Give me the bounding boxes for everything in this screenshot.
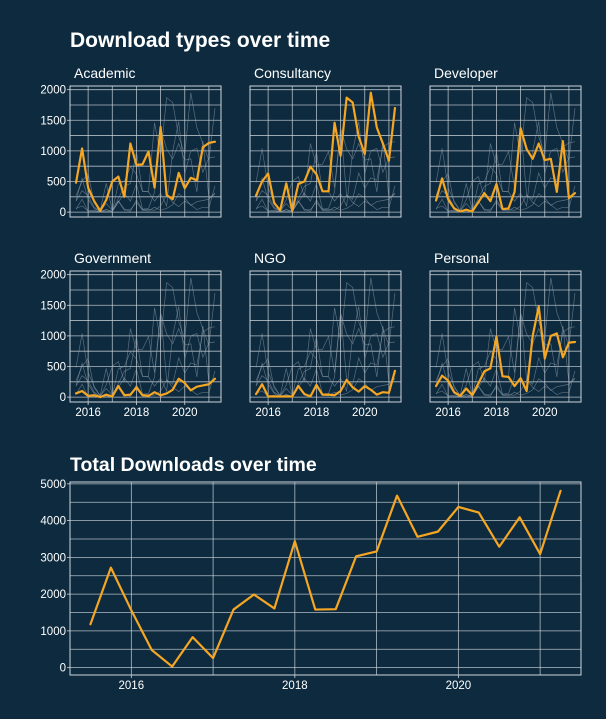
facet-panel-ngo: 2016 2018 2020 bbox=[249, 270, 402, 419]
y-tick-label: 1500 bbox=[40, 115, 66, 127]
facet-panel-personal: 2016 2018 2020 bbox=[429, 270, 582, 419]
context-line-ngo bbox=[75, 185, 216, 212]
context-line-consultancy bbox=[435, 92, 576, 212]
facet-panel-academic: 0 500 1000 1500 2000 bbox=[40, 85, 222, 219]
total-chart-title: Total Downloads over time bbox=[70, 454, 317, 476]
facet-label-consultancy: Consultancy bbox=[254, 65, 331, 81]
y-tick-label: 1500 bbox=[40, 300, 66, 312]
facet-panel-consultancy bbox=[249, 85, 402, 218]
y-tick-label: 5000 bbox=[40, 479, 66, 491]
context-line-academic bbox=[75, 311, 216, 397]
context-line-consultancy bbox=[255, 277, 396, 397]
series-line-ngo bbox=[254, 369, 397, 398]
series-line-personal bbox=[434, 305, 577, 397]
y-tick-label: 1000 bbox=[40, 146, 66, 158]
total-panel: 0 1000 2000 3000 4000 5000 2016 2018 2020 bbox=[40, 479, 582, 692]
y-tick-label: 4000 bbox=[40, 516, 66, 528]
facet-panels: Academic 0 500 1000 1500 2000 Consultancy Devel… bbox=[40, 65, 582, 419]
x-tick-label: 2020 bbox=[446, 680, 472, 692]
facet-panel-developer bbox=[429, 85, 582, 218]
context-line-academic bbox=[435, 311, 576, 397]
facet-label-academic: Academic bbox=[74, 65, 135, 81]
y-tick-label: 0 bbox=[60, 663, 66, 675]
panel-border bbox=[69, 270, 222, 403]
context-line-consultancy bbox=[75, 92, 216, 212]
x-tick-label: 2018 bbox=[282, 680, 308, 692]
x-tick-label: 2016 bbox=[255, 407, 281, 419]
panel-border bbox=[69, 85, 222, 218]
panel-border bbox=[249, 85, 402, 218]
y-tick-label: 0 bbox=[60, 207, 66, 219]
y-tick-label: 2000 bbox=[40, 589, 66, 601]
context-line-ngo bbox=[255, 185, 396, 212]
context-line-personal bbox=[255, 306, 395, 397]
total-downloads-chart: 0 1000 2000 3000 4000 5000 2016 2018 2020 bbox=[40, 479, 582, 692]
context-line-academic bbox=[255, 126, 396, 212]
panel-border bbox=[429, 85, 582, 218]
context-line-consultancy bbox=[435, 277, 576, 397]
facet-label-government: Government bbox=[74, 250, 151, 266]
panel-border bbox=[69, 481, 582, 676]
context-line-developer bbox=[255, 128, 396, 212]
x-tick-label: 2020 bbox=[352, 407, 378, 419]
series-line-government bbox=[74, 377, 217, 399]
x-tick-label: 2018 bbox=[304, 407, 330, 419]
panel-border bbox=[249, 270, 402, 403]
y-tick-label: 500 bbox=[47, 361, 66, 373]
context-line-developer bbox=[75, 313, 216, 397]
y-tick-label: 1000 bbox=[40, 331, 66, 343]
facet-chart-title: Download types over time bbox=[70, 29, 330, 52]
y-tick-label: 1000 bbox=[40, 626, 66, 638]
context-line-consultancy bbox=[75, 277, 216, 397]
x-tick-label: 2018 bbox=[484, 407, 510, 419]
y-tick-label: 500 bbox=[47, 176, 66, 188]
series-line-developer bbox=[434, 127, 577, 213]
y-tick-label: 0 bbox=[60, 392, 66, 404]
context-line-ngo bbox=[75, 370, 216, 397]
y-tick-label: 2000 bbox=[40, 85, 66, 97]
x-tick-label: 2018 bbox=[124, 407, 150, 419]
context-line-personal bbox=[75, 306, 215, 397]
facet-panel-government: 0 500 1000 1500 2000 2016 2018 2020 bbox=[40, 270, 222, 419]
facet-label-personal: Personal bbox=[434, 250, 489, 266]
y-tick-label: 3000 bbox=[40, 552, 66, 564]
context-line-academic bbox=[435, 126, 576, 212]
context-line-developer bbox=[435, 313, 576, 397]
panel-border bbox=[429, 270, 582, 403]
context-line-developer bbox=[75, 128, 216, 212]
x-tick-label: 2016 bbox=[119, 680, 145, 692]
facet-label-developer: Developer bbox=[434, 65, 498, 81]
x-tick-label: 2020 bbox=[172, 407, 198, 419]
context-line-academic bbox=[255, 311, 396, 397]
series-line-academic bbox=[74, 125, 217, 212]
series-line-consultancy bbox=[254, 91, 397, 212]
x-tick-label: 2016 bbox=[435, 407, 461, 419]
y-tick-label: 2000 bbox=[40, 270, 66, 282]
x-tick-label: 2016 bbox=[75, 407, 101, 419]
context-line-developer bbox=[255, 313, 396, 397]
x-tick-label: 2020 bbox=[532, 407, 558, 419]
facet-label-ngo: NGO bbox=[254, 250, 286, 266]
series-line-total-downloads bbox=[89, 489, 562, 668]
